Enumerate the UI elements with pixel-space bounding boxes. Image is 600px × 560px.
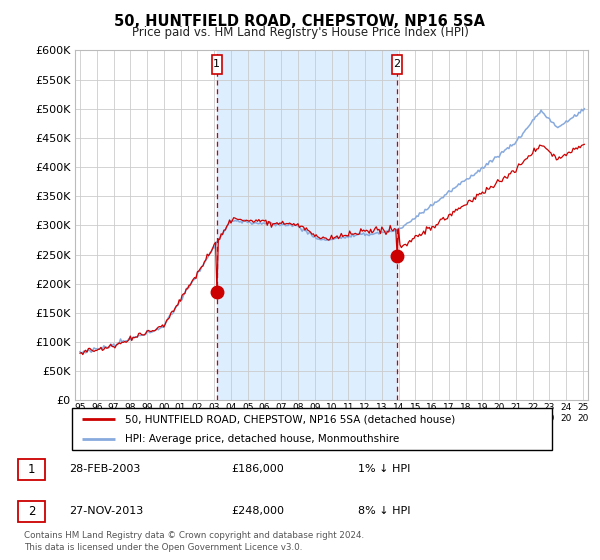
- Text: 50, HUNTFIELD ROAD, CHEPSTOW, NP16 5SA: 50, HUNTFIELD ROAD, CHEPSTOW, NP16 5SA: [115, 14, 485, 29]
- Text: HPI: Average price, detached house, Monmouthshire: HPI: Average price, detached house, Monm…: [125, 434, 399, 444]
- FancyBboxPatch shape: [212, 55, 221, 74]
- Text: 2: 2: [394, 59, 400, 69]
- Text: Contains HM Land Registry data © Crown copyright and database right 2024.
This d: Contains HM Land Registry data © Crown c…: [24, 531, 364, 552]
- Text: 8% ↓ HPI: 8% ↓ HPI: [358, 506, 410, 516]
- FancyBboxPatch shape: [18, 459, 46, 480]
- Text: 50, HUNTFIELD ROAD, CHEPSTOW, NP16 5SA (detached house): 50, HUNTFIELD ROAD, CHEPSTOW, NP16 5SA (…: [125, 414, 455, 424]
- Text: 27-NOV-2013: 27-NOV-2013: [70, 506, 144, 516]
- Text: 28-FEB-2003: 28-FEB-2003: [70, 464, 141, 474]
- Text: Price paid vs. HM Land Registry's House Price Index (HPI): Price paid vs. HM Land Registry's House …: [131, 26, 469, 39]
- Text: 1: 1: [28, 463, 35, 475]
- Text: 1% ↓ HPI: 1% ↓ HPI: [358, 464, 410, 474]
- FancyBboxPatch shape: [392, 55, 402, 74]
- Text: £186,000: £186,000: [231, 464, 284, 474]
- FancyBboxPatch shape: [18, 501, 46, 522]
- FancyBboxPatch shape: [72, 408, 552, 450]
- Text: 1: 1: [213, 59, 220, 69]
- Text: £248,000: £248,000: [231, 506, 284, 516]
- Bar: [217, 50, 397, 400]
- Text: 2: 2: [28, 505, 35, 518]
